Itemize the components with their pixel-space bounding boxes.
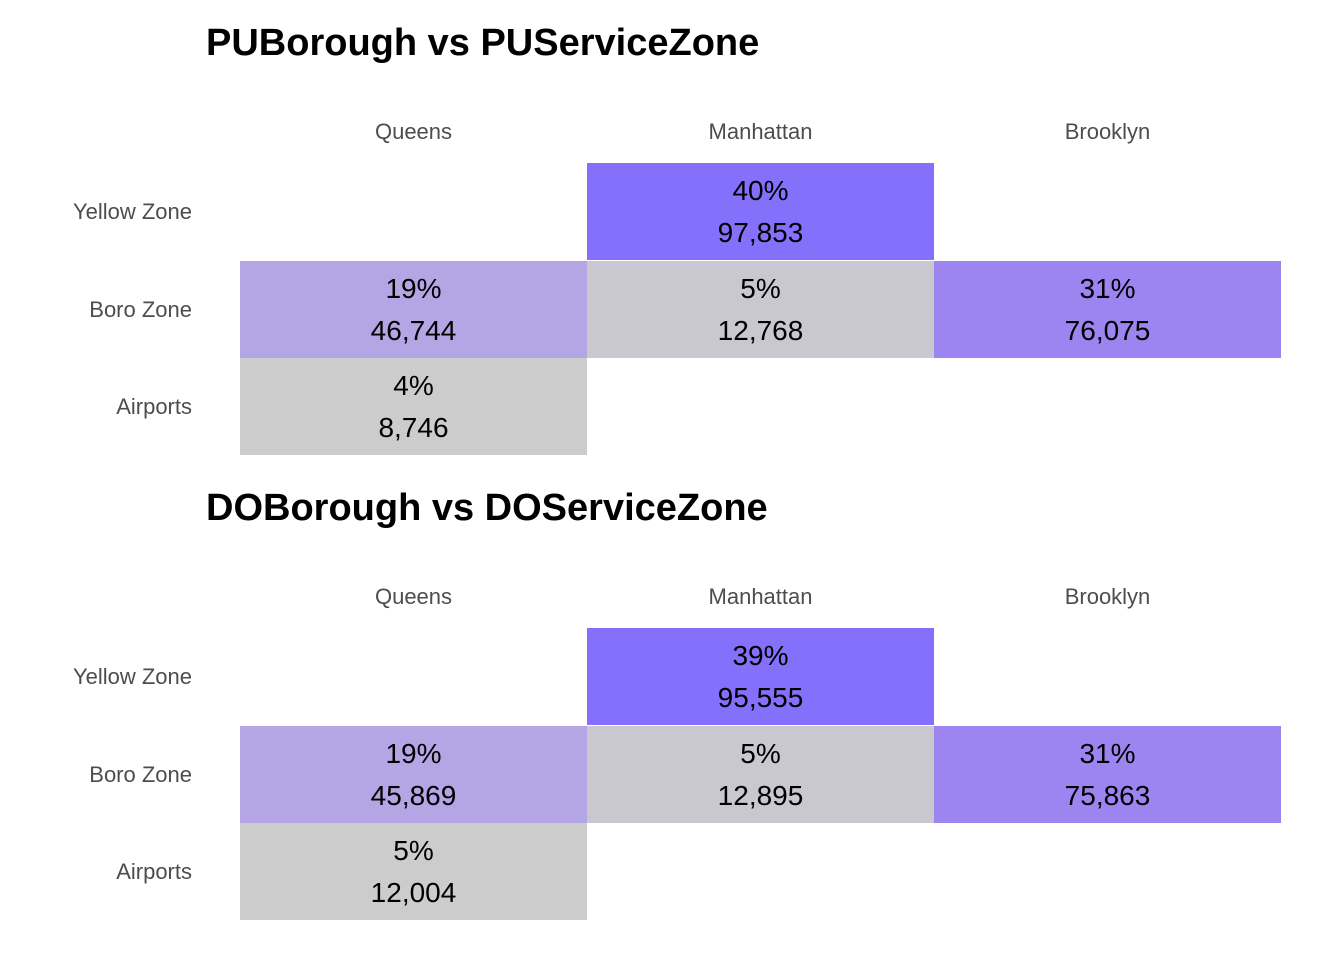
chart-title: PUBorough vs PUServiceZone [206, 22, 760, 64]
heatmap-cell: 39% 95,555 [587, 628, 934, 725]
cell-percent-label: 5% [740, 737, 781, 769]
cell-count-label: 75,863 [1064, 779, 1151, 811]
heatmap-cell: 4% 8,746 [240, 358, 587, 455]
column-label: Queens [374, 584, 453, 609]
heatmap-cell: 31% 75,863 [934, 726, 1281, 823]
heatmap-panel: DOBorough vs DOServiceZone Queens Manhat… [0, 487, 1344, 927]
column-label: Brooklyn [1064, 119, 1151, 144]
cell-count-label: 8,746 [378, 411, 449, 443]
heatmap-cell: 19% 45,869 [240, 726, 587, 823]
cell-percent-label: 31% [1079, 737, 1136, 769]
cell-count-label: 95,555 [717, 681, 804, 713]
cell-count-label: 97,853 [717, 216, 804, 248]
row-label: Airports [116, 394, 192, 419]
cell-percent-label: 19% [385, 737, 442, 769]
column-label: Queens [374, 119, 453, 144]
cell-count-label: 12,895 [717, 779, 804, 811]
cell-percent-label: 40% [732, 174, 789, 206]
row-label: Airports [116, 859, 192, 884]
heatmap-cell: 31% 76,075 [934, 261, 1281, 358]
row-label: Boro Zone [89, 297, 192, 322]
row-label: Yellow Zone [72, 199, 192, 224]
cell-count-label: 45,869 [370, 779, 457, 811]
cell-count-label: 12,004 [370, 876, 457, 908]
heatmap-cell: 40% 97,853 [587, 163, 934, 260]
heatmap-cell: 5% 12,895 [587, 726, 934, 823]
cell-percent-label: 39% [732, 639, 789, 671]
chart-title: DOBorough vs DOServiceZone [206, 487, 768, 529]
cell-percent-label: 31% [1079, 272, 1136, 304]
column-label: Manhattan [708, 584, 813, 609]
heatmap-cell: 19% 46,744 [240, 261, 587, 358]
row-label: Yellow Zone [72, 664, 192, 689]
cell-count-label: 76,075 [1064, 314, 1151, 346]
heatmap-cell: 5% 12,768 [587, 261, 934, 358]
cell-count-label: 12,768 [717, 314, 804, 346]
heatmap-panel: PUBorough vs PUServiceZone Queens Manhat… [0, 22, 1344, 462]
cell-percent-label: 5% [393, 834, 434, 866]
heatmap-cell: 5% 12,004 [240, 823, 587, 920]
column-label: Manhattan [708, 119, 813, 144]
column-label: Brooklyn [1064, 584, 1151, 609]
cell-percent-label: 5% [740, 272, 781, 304]
row-label: Boro Zone [89, 762, 192, 787]
cell-percent-label: 19% [385, 272, 442, 304]
cell-percent-label: 4% [393, 369, 434, 401]
cell-count-label: 46,744 [370, 314, 457, 346]
